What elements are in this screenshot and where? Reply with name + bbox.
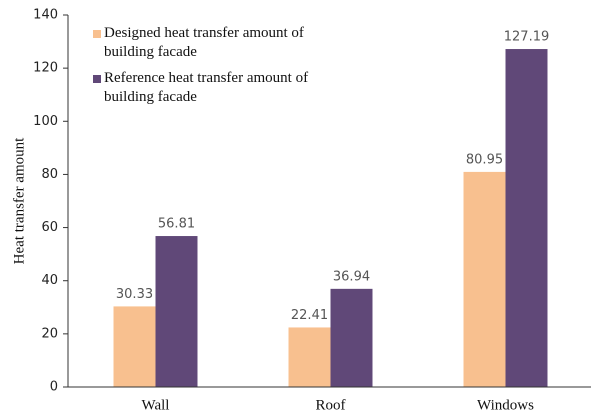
y-tick-label: 0: [50, 380, 58, 395]
legend-swatch: [93, 75, 101, 83]
y-tick-label: 140: [33, 8, 58, 23]
y-axis-title: Heat transfer amount: [11, 137, 27, 264]
x-tick-label: Windows: [477, 397, 534, 413]
bar: [288, 327, 331, 387]
bar: [505, 49, 548, 388]
bar: [155, 236, 198, 387]
value-label: 22.41: [291, 308, 328, 323]
bar: [463, 171, 506, 387]
y-tick-label: 40: [41, 273, 58, 288]
legend-item: Reference heat transfer amount of buildi…: [104, 70, 309, 105]
value-label: 80.95: [466, 152, 503, 167]
y-tick-label: 100: [33, 114, 58, 129]
y-tick-label: 20: [41, 326, 58, 341]
y-tick-label: 80: [41, 167, 58, 182]
bar: [113, 306, 156, 387]
value-label: 56.81: [158, 217, 195, 232]
legend-label: Reference heat transfer amount of buildi…: [104, 70, 309, 105]
y-tick-label: 120: [33, 61, 58, 76]
legend-label: Designed heat transfer amount of buildin…: [104, 25, 304, 60]
value-label: 36.94: [333, 269, 370, 284]
value-label: 127.19: [504, 30, 550, 45]
x-tick-label: Roof: [316, 397, 346, 413]
value-label: 30.33: [116, 287, 153, 302]
legend-item: Designed heat transfer amount of buildin…: [104, 25, 304, 60]
legend-swatch: [93, 30, 101, 38]
bar: [330, 288, 373, 387]
y-tick-label: 60: [41, 220, 58, 235]
x-tick-label: Wall: [142, 397, 170, 413]
